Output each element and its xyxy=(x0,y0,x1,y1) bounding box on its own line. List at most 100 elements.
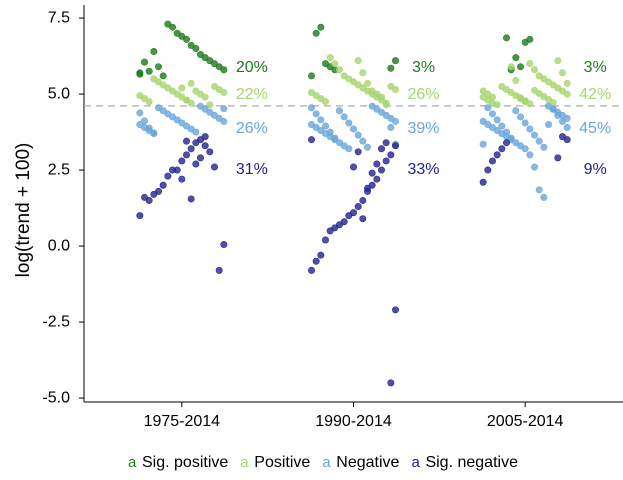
point xyxy=(535,72,543,80)
point xyxy=(141,193,149,201)
y-tick-label: 0.0 xyxy=(48,237,70,254)
point xyxy=(540,193,548,201)
point xyxy=(507,63,515,71)
point xyxy=(354,148,362,156)
point xyxy=(307,104,315,112)
point xyxy=(331,60,339,68)
x-tick-label: 1990-2014 xyxy=(315,413,392,430)
point xyxy=(493,151,501,159)
point xyxy=(391,142,399,150)
point xyxy=(516,94,524,102)
point xyxy=(312,29,320,37)
point xyxy=(335,66,343,74)
point xyxy=(345,119,353,127)
point xyxy=(507,134,515,142)
point xyxy=(387,124,395,132)
point xyxy=(173,29,181,37)
point xyxy=(354,203,362,211)
point xyxy=(554,154,562,162)
point xyxy=(197,154,205,162)
x-tick-label: 2005-2014 xyxy=(487,413,564,430)
point xyxy=(145,124,153,132)
point xyxy=(155,104,163,112)
point xyxy=(359,215,367,223)
point xyxy=(387,151,395,159)
point xyxy=(206,101,214,109)
point xyxy=(479,178,487,186)
point xyxy=(512,76,520,84)
point xyxy=(526,151,534,159)
point xyxy=(363,143,371,151)
point xyxy=(493,116,501,124)
point xyxy=(526,60,534,68)
point xyxy=(535,186,543,194)
y-tick-label: -2.5 xyxy=(42,313,70,330)
point xyxy=(512,107,520,115)
point xyxy=(373,160,381,168)
point xyxy=(479,140,487,148)
point xyxy=(136,212,144,220)
point xyxy=(220,105,228,113)
point xyxy=(317,116,325,124)
point xyxy=(549,105,557,113)
legend-label: Sig. positive xyxy=(142,454,228,471)
point xyxy=(307,120,315,128)
point xyxy=(178,157,186,165)
y-tick-label: 7.5 xyxy=(48,9,70,26)
point xyxy=(521,119,529,127)
point xyxy=(526,125,534,133)
point xyxy=(387,64,395,72)
point xyxy=(558,133,566,141)
point xyxy=(307,136,315,144)
point xyxy=(340,72,348,80)
point xyxy=(164,20,172,28)
point xyxy=(377,166,385,174)
point xyxy=(488,157,496,165)
point xyxy=(150,129,158,137)
point xyxy=(382,157,390,165)
point xyxy=(363,184,371,192)
point xyxy=(345,212,353,220)
point xyxy=(312,110,320,118)
point xyxy=(183,151,191,159)
point xyxy=(326,227,334,235)
point xyxy=(164,172,172,180)
point xyxy=(340,113,348,121)
point xyxy=(192,139,200,147)
point xyxy=(558,69,566,77)
point xyxy=(349,125,357,133)
point xyxy=(373,175,381,183)
legend-label: Negative xyxy=(336,454,399,471)
point xyxy=(359,137,367,145)
point xyxy=(136,120,144,128)
point xyxy=(150,75,158,83)
point xyxy=(391,306,399,314)
point xyxy=(307,72,315,80)
point xyxy=(502,34,510,42)
point xyxy=(558,117,566,125)
point xyxy=(382,139,390,147)
percent-label: 33% xyxy=(407,161,439,178)
point xyxy=(312,257,320,265)
x-tick-label: 1975-2014 xyxy=(144,413,221,430)
percent-label: 9% xyxy=(584,161,607,178)
percent-label: 3% xyxy=(412,59,435,76)
point xyxy=(187,195,195,203)
point xyxy=(326,128,334,136)
point xyxy=(521,38,529,46)
point xyxy=(354,131,362,139)
point xyxy=(516,113,524,121)
point xyxy=(178,175,186,183)
point xyxy=(136,92,144,100)
point xyxy=(359,196,367,204)
point xyxy=(136,70,144,78)
point xyxy=(484,104,492,112)
point xyxy=(169,166,177,174)
point xyxy=(197,102,205,110)
legend-key: a xyxy=(128,454,137,471)
percent-label: 26% xyxy=(236,120,268,137)
point xyxy=(150,48,158,56)
point xyxy=(159,72,167,80)
point xyxy=(141,117,149,125)
